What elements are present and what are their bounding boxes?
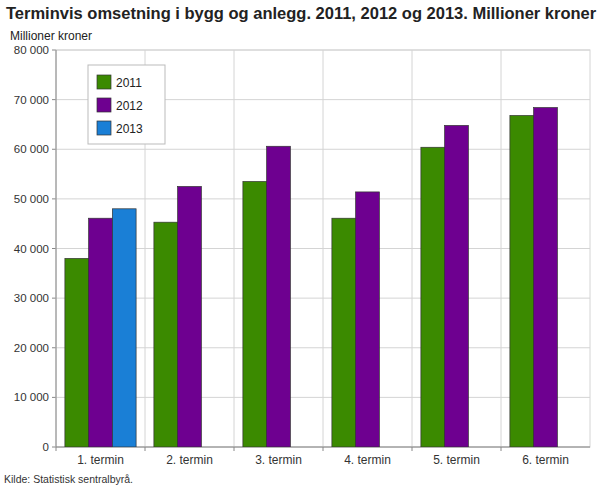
legend-swatch (97, 75, 111, 89)
bar (332, 218, 356, 447)
category-separator (323, 50, 324, 447)
legend-box (88, 65, 165, 144)
category-label: 5. termin (433, 453, 480, 467)
bar (65, 258, 89, 447)
category-separator (234, 50, 235, 447)
chart-container: Terminvis omsetning i bygg og anlegg. 20… (0, 0, 610, 488)
category-label: 1. termin (77, 453, 124, 467)
x-tick (234, 447, 235, 451)
bar (154, 222, 178, 447)
category-label: 4. termin (344, 453, 391, 467)
x-tick (412, 447, 413, 451)
category-separator (412, 50, 413, 447)
bar (445, 125, 469, 447)
bar (534, 108, 558, 447)
tick-mark (52, 397, 56, 398)
legend-label: 2012 (116, 99, 143, 113)
bar (112, 209, 136, 447)
bars (65, 108, 557, 447)
y-axis-label: Millioner kroner (10, 29, 92, 43)
legend: 2011 2012 2013 (88, 65, 165, 144)
bar (356, 192, 380, 447)
bar (89, 218, 113, 447)
tick-label: 10 000 (14, 391, 49, 403)
tick-label: 30 000 (14, 292, 49, 304)
bar (267, 146, 291, 447)
tick-mark (52, 347, 56, 348)
tick-mark (52, 149, 56, 150)
tick-label: 80 000 (14, 44, 49, 56)
tick-label: 20 000 (14, 342, 49, 354)
title: Terminvis omsetning i bygg og anlegg. 20… (6, 4, 597, 22)
tick-mark (52, 50, 56, 51)
bar (510, 116, 534, 447)
category-label: 3. termin (255, 453, 302, 467)
legend-swatch (97, 98, 111, 112)
tick-mark (52, 198, 56, 199)
bar (421, 147, 445, 447)
x-tick (145, 447, 146, 451)
bar (178, 186, 202, 447)
legend-label: 2011 (116, 76, 142, 90)
tick-mark (52, 99, 56, 100)
category-label: 2. termin (166, 453, 213, 467)
y-axis-line (56, 50, 57, 447)
category-label: 6. termin (522, 453, 569, 467)
source-note: Kilde: Statistisk sentralbyrå. (4, 473, 133, 485)
legend-swatch (97, 121, 111, 135)
tick-label: 0 (43, 441, 49, 453)
tick-label: 40 000 (14, 243, 49, 255)
chart-svg: Terminvis omsetning i bygg og anlegg. 20… (0, 0, 610, 488)
x-tick (501, 447, 502, 451)
grid: 0 10 000 20 000 30 000 40 000 50 000 60 000 70 … (14, 44, 590, 453)
category-separator (501, 50, 502, 447)
tick-label: 60 000 (14, 143, 49, 155)
bar (243, 182, 267, 447)
legend-label: 2013 (116, 122, 143, 136)
tick-label: 70 000 (14, 94, 49, 106)
x-tick (56, 447, 57, 451)
x-tick (323, 447, 324, 451)
tick-mark (52, 298, 56, 299)
plot-frame (56, 50, 590, 447)
tick-label: 50 000 (14, 193, 49, 205)
tick-mark (52, 447, 56, 448)
tick-mark (52, 248, 56, 249)
